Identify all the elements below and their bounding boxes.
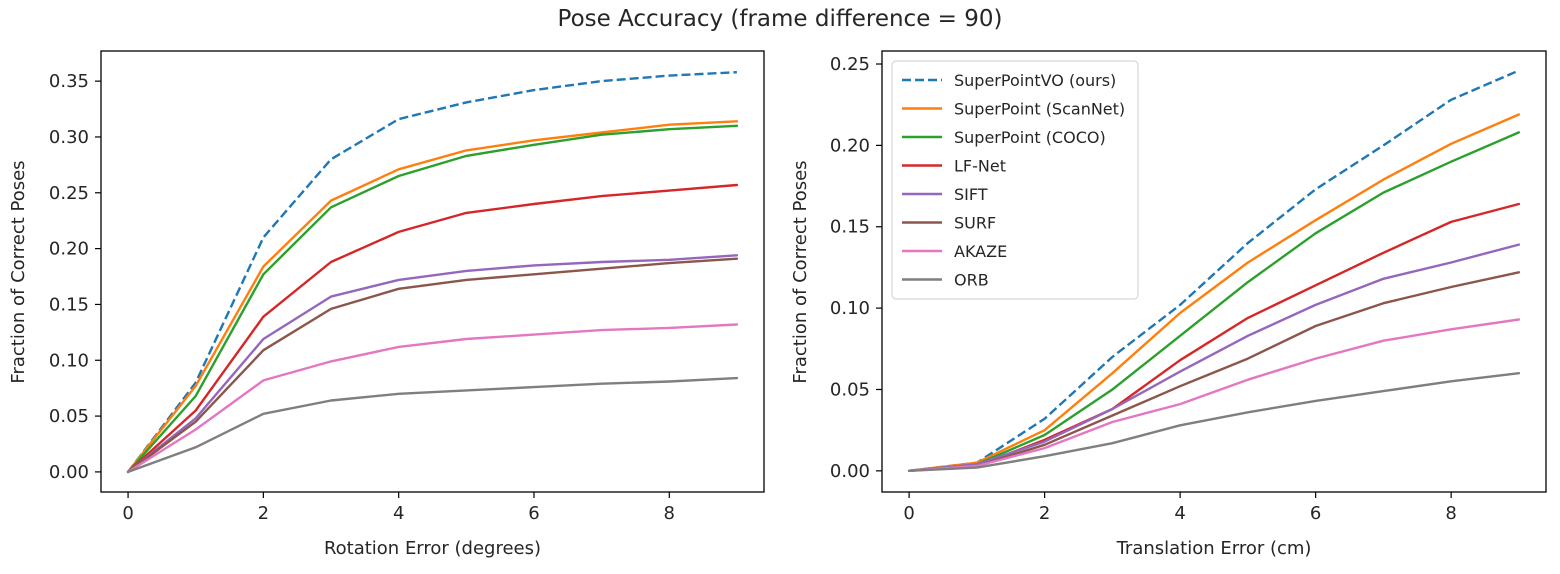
y-tick-label: 0.35 <box>49 71 89 92</box>
y-tick-label: 0.20 <box>49 239 89 260</box>
y-tick-label: 0.10 <box>830 298 870 319</box>
y-axis-label: Fraction of Correct Poses <box>8 160 29 383</box>
legend-label-superpoint-coco: SuperPoint (COCO) <box>954 128 1106 147</box>
legend-label-superpoint-scannet: SuperPoint (ScanNet) <box>954 100 1125 119</box>
x-tick-label: 8 <box>664 503 675 524</box>
series-line-superpoint-scannet <box>126 120 739 474</box>
y-tick-label: 0.15 <box>49 294 89 315</box>
series-line-sift <box>126 254 739 474</box>
series-line-lf-net <box>126 183 739 474</box>
y-tick-label: 0.00 <box>49 462 89 483</box>
series-line-superpointvo-ours <box>127 71 737 473</box>
series-line-superpoint-coco <box>126 124 739 474</box>
y-tick-label: 0.00 <box>830 461 870 482</box>
x-tick-label: 4 <box>393 503 404 524</box>
legend-label-lf-net: LF-Net <box>954 157 1006 176</box>
series-line-superpointvo-ours <box>908 69 1520 472</box>
y-tick-label: 0.30 <box>49 127 89 148</box>
series-line-surf <box>126 257 739 474</box>
x-axis-label: Rotation Error (degrees) <box>324 538 541 559</box>
y-tick-label: 0.05 <box>49 406 89 427</box>
y-tick-label: 0.05 <box>830 379 870 400</box>
x-tick-label: 6 <box>528 503 539 524</box>
x-axis-label: Translation Error (cm) <box>1116 538 1312 559</box>
x-tick-label: 0 <box>122 503 133 524</box>
series-line-sift <box>907 243 1521 472</box>
x-tick-label: 2 <box>258 503 269 524</box>
plot-frame <box>100 50 765 493</box>
legend: SuperPointVO (ours) SuperPoint (ScanNet) S… <box>891 60 1139 300</box>
x-tick-label: 0 <box>903 503 914 524</box>
y-tick-label: 0.20 <box>830 135 870 156</box>
legend-label-orb: ORB <box>954 271 989 290</box>
series-line-superpoint-coco <box>907 131 1521 472</box>
series-line-surf <box>907 271 1521 472</box>
legend-label-surf: SURF <box>954 214 996 233</box>
series-line-superpoint-scannet <box>907 113 1521 472</box>
series-line-akaze <box>907 318 1521 472</box>
figure-title: Pose Accuracy (frame difference = 90) <box>558 6 1003 32</box>
legend-box <box>891 60 1139 300</box>
legend-label-superpointvo-ours: SuperPointVO (ours) <box>954 71 1116 90</box>
x-tick-label: 8 <box>1445 503 1456 524</box>
legend-label-sift: SIFT <box>954 185 988 204</box>
x-tick-label: 4 <box>1174 503 1185 524</box>
y-tick-label: 0.15 <box>830 217 870 238</box>
x-tick-label: 6 <box>1310 503 1321 524</box>
series-line-orb <box>907 372 1521 472</box>
y-tick-label: 0.25 <box>49 183 89 204</box>
y-tick-label: 0.25 <box>830 54 870 75</box>
series-line-akaze <box>126 323 739 474</box>
y-axis-label: Fraction of Correct Poses <box>790 160 811 383</box>
y-tick-label: 0.10 <box>49 350 89 371</box>
plot-frame <box>881 50 1547 493</box>
rotation-error-chart: 0 2 4 6 8 0.00 0.05 0.10 0.15 0.20 0.25 0.30 0.35 Rot… <box>8 50 765 559</box>
legend-label-akaze: AKAZE <box>954 242 1007 261</box>
x-tick-label: 2 <box>1039 503 1050 524</box>
series-line-orb <box>126 376 739 474</box>
translation-error-chart: 0 2 4 6 8 0.00 0.05 0.10 0.15 0.20 0.25 Translation… <box>790 50 1547 559</box>
